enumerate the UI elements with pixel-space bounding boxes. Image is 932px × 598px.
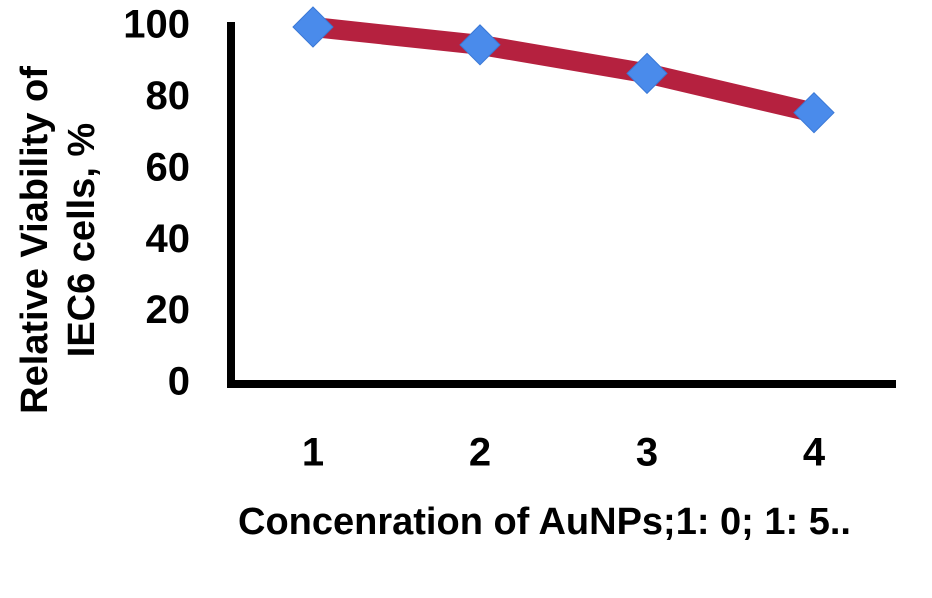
y-tick-label-80: 80 — [146, 74, 191, 118]
y-axis-title-line-1: Relative Viability of — [14, 66, 56, 414]
y-tick-label-60: 60 — [146, 145, 191, 189]
y-tick-label-20: 20 — [146, 288, 191, 332]
y-tick-label-100: 100 — [123, 3, 190, 47]
x-tick-label-2: 2 — [469, 431, 491, 475]
data-point-4 — [793, 91, 835, 134]
x-tick-labels: 1 2 3 4 — [302, 431, 826, 475]
y-tick-label-0: 0 — [168, 360, 190, 404]
data-point-2 — [459, 24, 501, 66]
data-point-3 — [626, 52, 668, 95]
y-tick-labels: 0 20 40 60 80 100 — [123, 3, 190, 404]
x-tick-label-4: 4 — [803, 431, 826, 475]
y-axis-title-line-2: IEC6 cells, % — [61, 123, 103, 357]
series-line — [303, 17, 824, 123]
data-point-1 — [292, 6, 334, 48]
y-axis-title: Relative Viability of IEC6 cells, % — [14, 66, 103, 414]
x-tick-label-1: 1 — [302, 431, 324, 475]
x-axis-title: Concenration of AuNPs;1: 0; 1: 5.. — [238, 501, 851, 543]
y-tick-label-40: 40 — [146, 217, 191, 261]
series-markers — [292, 6, 835, 134]
x-tick-label-3: 3 — [636, 431, 658, 475]
